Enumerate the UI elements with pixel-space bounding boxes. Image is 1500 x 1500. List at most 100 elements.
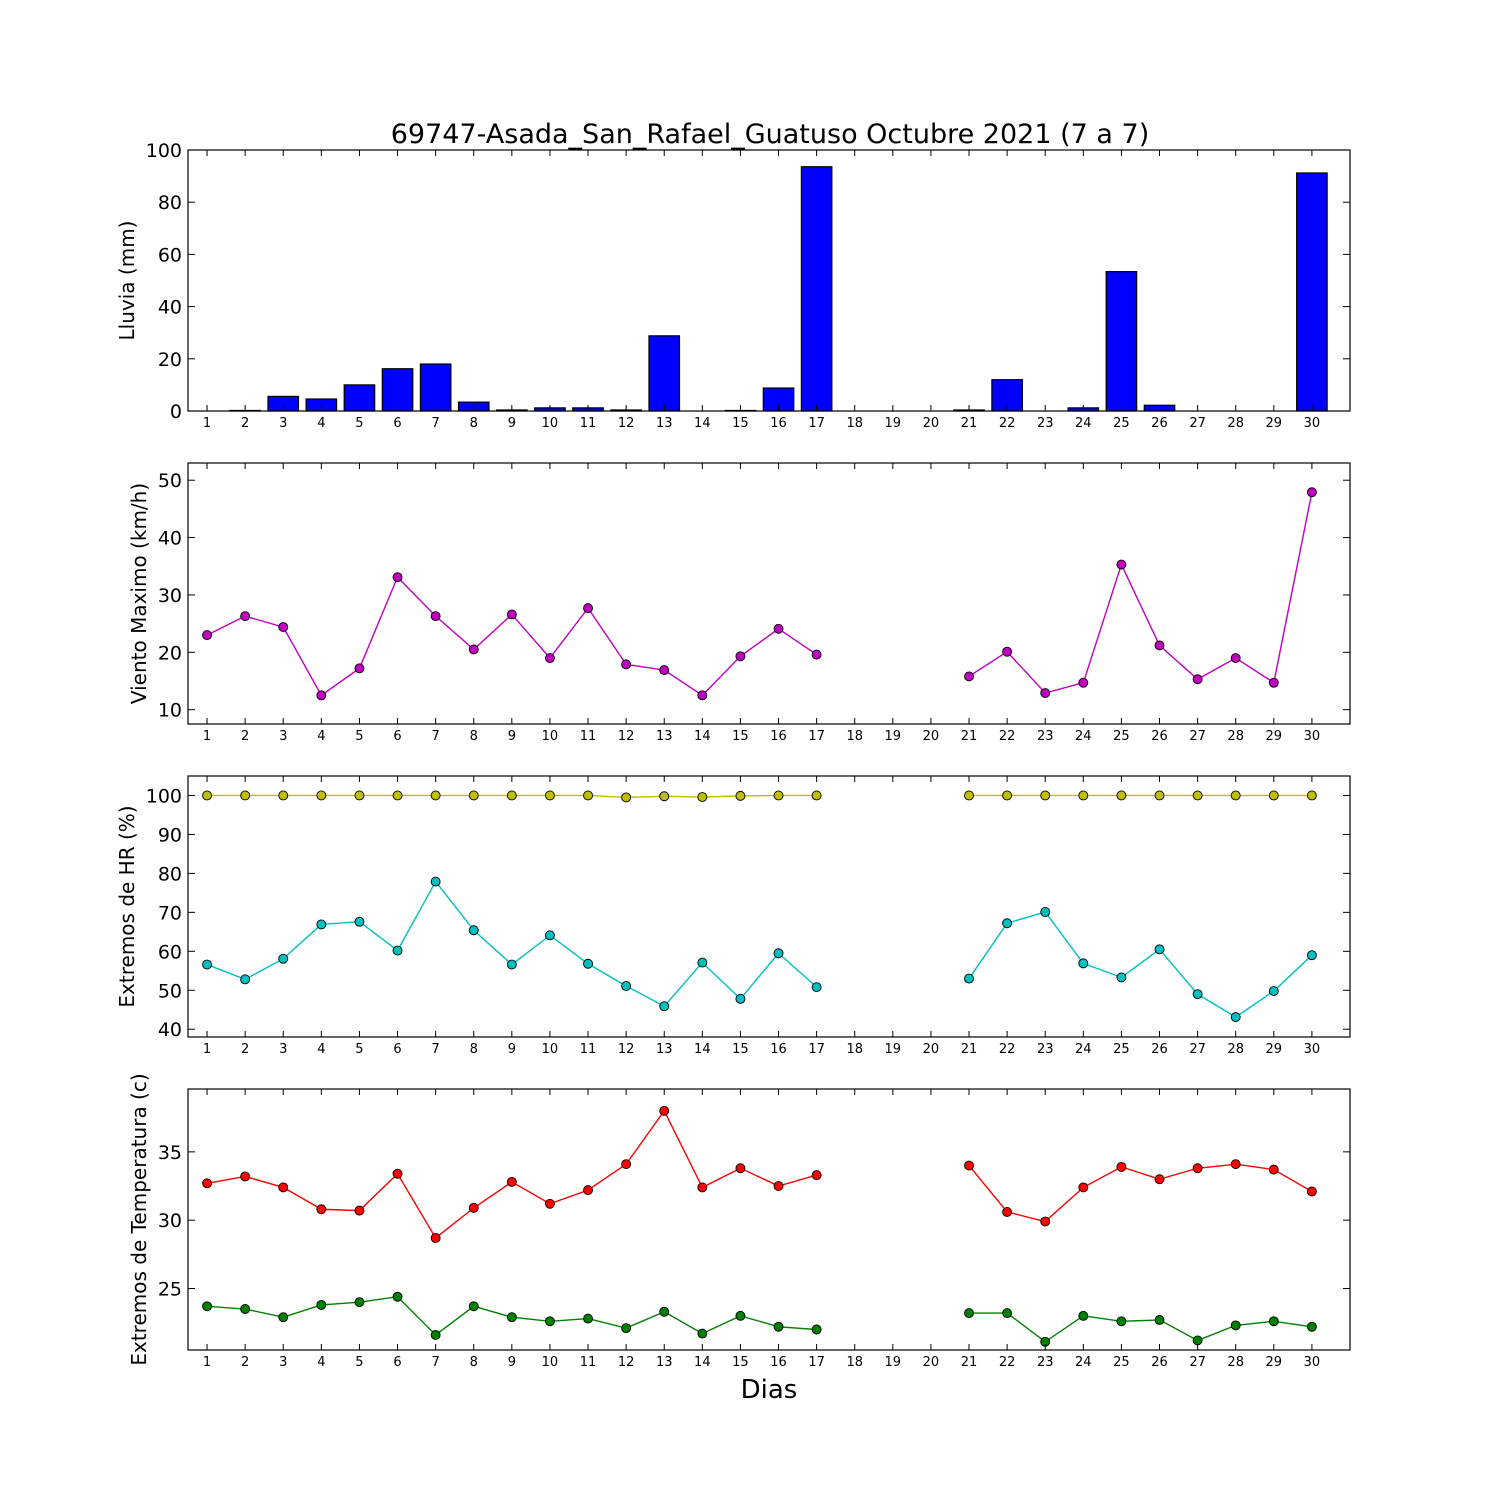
series-1-point-day-6	[392, 572, 403, 583]
series-2-point-day-30	[1306, 1321, 1317, 1332]
series-1-point-day-30	[1306, 487, 1317, 498]
x-tick-label: 29	[1266, 1042, 1283, 1057]
chart-title: 69747-Asada_San_Rafael_Guatuso Octubre 2…	[391, 119, 1150, 150]
series-2-point-day-2	[240, 1304, 251, 1314]
x-tick-label: 30	[1304, 416, 1321, 431]
x-tick-label: 11	[580, 1042, 597, 1057]
y-axis-label: Extremos de HR (%)	[115, 805, 139, 1007]
series-2-point-day-16	[773, 1321, 784, 1332]
x-tick-label: 2	[241, 1042, 249, 1057]
series-1-point-day-2	[240, 611, 251, 622]
x-tick-label: 16	[770, 729, 787, 744]
x-tick-label: 14	[694, 1042, 711, 1057]
series-1-point-day-11	[583, 790, 593, 801]
series-2-point-day-22	[1002, 1308, 1013, 1319]
x-tick-label: 21	[961, 1042, 978, 1057]
series-1-point-day-14	[697, 690, 708, 701]
x-tick-label: 14	[694, 1355, 711, 1370]
series-1-point-day-17	[811, 790, 822, 801]
series-2-point-day-26	[1154, 944, 1165, 955]
series-2-point-day-21	[964, 973, 974, 984]
x-tick-label: 3	[279, 1355, 287, 1370]
series-1-point-day-25	[1116, 1161, 1127, 1172]
y-axis-label: Viento Maximo (km/h)	[127, 483, 151, 704]
bar-day-7	[419, 363, 452, 412]
y-axis-label: Lluvia (mm)	[115, 221, 139, 341]
series-2-point-day-14	[697, 957, 708, 968]
x-tick-label: 10	[542, 1355, 559, 1370]
series-1-point-day-2	[240, 790, 251, 801]
series-2-point-day-29	[1268, 1316, 1279, 1327]
series-1-point-day-23	[1040, 688, 1051, 698]
x-tick-label: 24	[1075, 1042, 1092, 1057]
x-tick-label: 25	[1113, 729, 1130, 744]
series-1-point-day-27	[1192, 674, 1203, 685]
series-2-point-day-4	[316, 919, 327, 930]
series-2-point-day-3	[278, 953, 289, 964]
x-tick-label: 4	[317, 729, 325, 744]
x-tick-label: 20	[923, 1355, 940, 1370]
x-tick-label: 30	[1304, 729, 1321, 744]
series-1-point-day-29	[1268, 790, 1279, 801]
x-tick-label: 17	[808, 1355, 825, 1370]
series-2-point-day-1	[202, 1301, 213, 1312]
x-tick-label: 2	[241, 729, 249, 744]
x-tick-label: 16	[770, 1042, 787, 1057]
x-tick-label: 26	[1151, 416, 1168, 431]
series-1-point-day-17	[811, 649, 822, 660]
x-tick-label: 4	[317, 416, 325, 431]
x-tick-label: 23	[1037, 729, 1054, 744]
x-tick-label: 12	[618, 1042, 635, 1057]
x-tick-label: 19	[885, 729, 902, 744]
x-tick-label: 22	[999, 1355, 1016, 1370]
x-tick-label: 6	[393, 1355, 401, 1370]
series-1-line-segment-1	[206, 575, 818, 697]
y-tick-label: 50	[158, 980, 182, 1002]
bar-day-30	[1296, 172, 1328, 412]
y-tick-label: 40	[158, 1019, 182, 1041]
series-1-point-day-4	[316, 1204, 327, 1215]
x-tick-label: 19	[885, 1042, 902, 1057]
series-2-line-segment-2	[968, 911, 1313, 1018]
x-tick-label: 18	[846, 416, 863, 431]
series-2-point-day-27	[1192, 1335, 1203, 1346]
series-2-point-day-12	[621, 1323, 632, 1334]
x-tick-label: 6	[393, 1042, 401, 1057]
x-tick-label: 8	[470, 1355, 478, 1370]
series-1-point-day-11	[583, 603, 593, 614]
axes-frame	[187, 1088, 1351, 1351]
series-1-point-day-16	[773, 1181, 784, 1191]
series-2-point-day-9	[506, 1312, 517, 1323]
series-1-point-day-2	[240, 1171, 251, 1182]
x-tick-label: 24	[1075, 1355, 1092, 1370]
x-tick-label: 26	[1151, 729, 1168, 744]
series-1-point-day-26	[1154, 790, 1165, 801]
series-2-point-day-15	[735, 993, 746, 1004]
x-tick-label: 27	[1189, 1355, 1206, 1370]
series-2-point-day-26	[1154, 1314, 1165, 1325]
x-tick-label: 12	[618, 416, 635, 431]
x-tick-label: 14	[694, 416, 711, 431]
x-tick-label: 10	[542, 729, 559, 744]
series-2-point-day-17	[811, 982, 822, 993]
x-tick-label: 8	[470, 1042, 478, 1057]
series-1-point-day-24	[1078, 790, 1089, 801]
x-tick-label: 18	[846, 1355, 863, 1370]
series-1-point-day-29	[1268, 677, 1279, 688]
x-tick-label: 19	[885, 416, 902, 431]
x-tick-label: 8	[470, 729, 478, 744]
y-tick-label: 80	[158, 192, 182, 214]
x-tick-label: 26	[1151, 1355, 1168, 1370]
bar-day-25	[1105, 271, 1138, 412]
x-tick-label: 22	[999, 729, 1016, 744]
x-tick-label: 15	[732, 1042, 749, 1057]
series-2-point-day-9	[506, 959, 517, 970]
series-1-point-day-15	[735, 790, 746, 801]
series-1-point-day-8	[468, 790, 479, 801]
axes-frame	[187, 775, 1351, 1038]
x-tick-label: 5	[355, 729, 363, 744]
x-tick-label: 17	[808, 416, 825, 431]
x-tick-label: 6	[393, 416, 401, 431]
x-tick-label: 12	[618, 1355, 635, 1370]
